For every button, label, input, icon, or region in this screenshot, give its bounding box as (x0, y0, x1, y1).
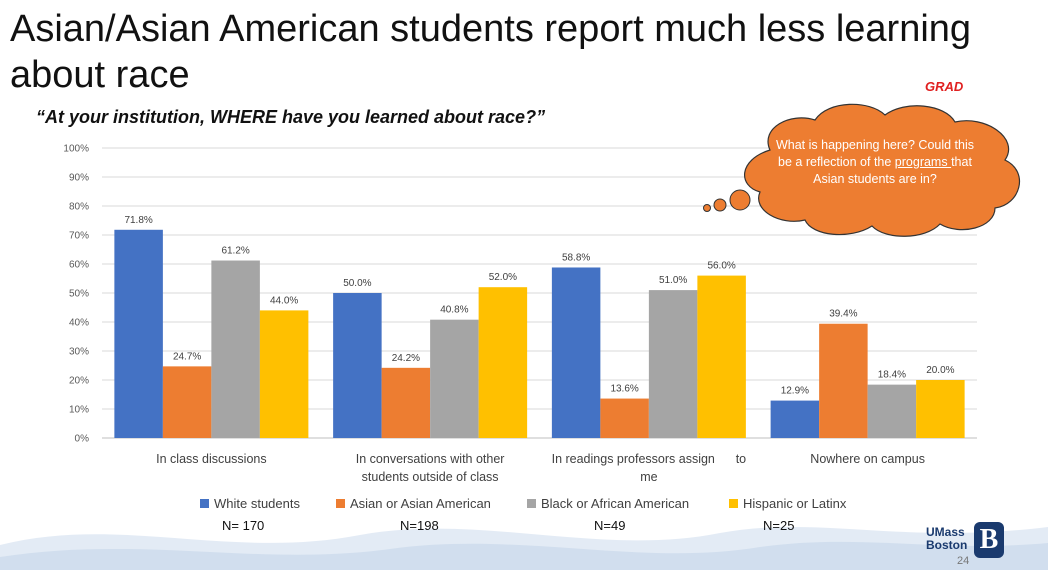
umass-boston-logo: UMass Boston B (926, 522, 1016, 566)
legend-swatch (527, 499, 536, 508)
chart-legend: White students N= 170 Asian or Asian Ameri… (200, 496, 847, 533)
legend-label: Hispanic or Latinx (743, 496, 847, 511)
category-label: Nowhere on campus (810, 452, 925, 466)
bar (867, 384, 917, 438)
data-label: 18.4% (878, 370, 906, 381)
bar (333, 293, 382, 438)
bar (259, 310, 309, 438)
category-label: In readings professors assign to (552, 452, 747, 466)
legend-swatch (729, 499, 738, 508)
bar (211, 260, 260, 438)
bar (162, 366, 212, 438)
x-axis-categories: In class discussions In conversations wit… (156, 452, 925, 484)
legend-swatch (200, 499, 209, 508)
chart-data-labels: 71.8% 24.7% 61.2% 44.0% 50.0% 24.2% 40.8% 52.0%… (124, 215, 954, 397)
bubble-text-end: that Asian students are in? (813, 155, 972, 186)
data-label: 12.9% (781, 386, 809, 397)
data-label: 39.4% (829, 309, 857, 320)
bar (916, 380, 965, 438)
bar (430, 319, 479, 438)
sample-size-label: N= 170 (222, 518, 264, 533)
y-tick-label: 60% (69, 260, 89, 271)
grad-tag: GRAD (925, 79, 964, 94)
survey-question: “At your institution, WHERE have you lea… (36, 107, 546, 127)
data-label: 50.0% (343, 278, 371, 289)
legend-label: Black or African American (541, 496, 689, 511)
thought-dot-small (703, 204, 711, 212)
data-label: 56.0% (707, 261, 735, 272)
y-tick-label: 30% (69, 347, 89, 358)
bubble-text-start: What is happening here? Could this be a … (775, 138, 975, 169)
data-label: 24.2% (392, 353, 420, 364)
logo-line-2: Boston (926, 538, 968, 552)
bar (648, 290, 698, 438)
y-tick-label: 100% (63, 144, 89, 155)
bar (478, 287, 528, 438)
category-label: students outside of class (362, 470, 499, 484)
data-label: 44.0% (270, 295, 298, 306)
data-label: 13.6% (610, 384, 638, 395)
bar (381, 367, 431, 438)
bar (114, 229, 163, 438)
page-number: 24 (957, 555, 970, 567)
data-label: 51.0% (659, 275, 687, 286)
logo-wordmark: UMass Boston (926, 526, 967, 552)
thought-cloud (744, 103, 1021, 237)
bar (819, 323, 868, 438)
y-tick-label: 90% (69, 173, 89, 184)
bar (551, 267, 601, 438)
logo-mark: B (974, 522, 1004, 558)
slide-title: Asian/Asian American students report muc… (10, 8, 972, 96)
legend-label: White students (214, 496, 300, 511)
chart-bars (114, 229, 965, 438)
decorative-wave-banner (0, 527, 1048, 570)
sample-size-label: N=49 (594, 518, 625, 533)
bar (770, 400, 820, 438)
thought-dot-medium (713, 198, 727, 212)
y-tick-label: 10% (69, 405, 89, 416)
sample-size-label: N=25 (763, 518, 794, 533)
y-axis-ticks: 0% 10% 20% 30% 40% 50% 60% 70% 80% 90% 100% (63, 144, 89, 445)
thought-dot-large (729, 189, 751, 211)
y-tick-label: 20% (69, 376, 89, 387)
y-tick-label: 40% (69, 318, 89, 329)
y-tick-label: 70% (69, 231, 89, 242)
thought-bubble-text: What is happening here? Could this be a … (770, 137, 980, 188)
category-label: In conversations with other (356, 452, 505, 466)
bar (600, 398, 649, 438)
data-label: 61.2% (221, 246, 249, 257)
data-label: 71.8% (124, 215, 152, 226)
data-label: 20.0% (926, 365, 954, 376)
logo-line-1: UMass (926, 525, 965, 539)
data-label: 58.8% (562, 252, 590, 263)
data-label: 24.7% (173, 351, 201, 362)
y-tick-label: 50% (69, 289, 89, 300)
legend-label: Asian or Asian American (350, 496, 491, 511)
category-label: In class discussions (156, 452, 266, 466)
category-label: me (640, 470, 657, 484)
sample-size-label: N=198 (400, 518, 439, 533)
legend-swatch (336, 499, 345, 508)
data-label: 40.8% (440, 305, 468, 316)
y-tick-label: 80% (69, 202, 89, 213)
thought-bubble (703, 103, 1021, 237)
bubble-text-underlined: programs (894, 155, 952, 169)
bar (697, 275, 746, 438)
data-label: 52.0% (489, 272, 517, 283)
y-tick-label: 0% (75, 434, 90, 445)
